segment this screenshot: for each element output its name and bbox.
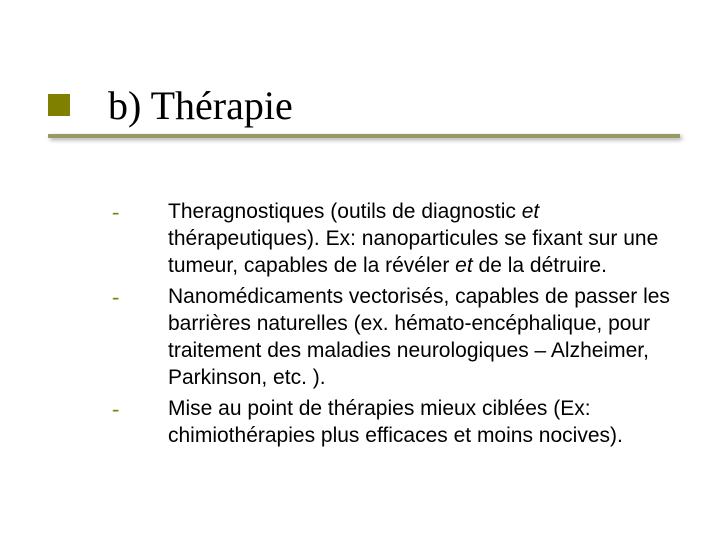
list-item: - Mise au point de thérapies mieux ciblé… (112, 395, 672, 449)
list-item: - Theragnostiques (outils de diagnostic … (112, 198, 672, 279)
slide-title: b) Thérapie (108, 82, 293, 129)
bullet-text: Nanomédicaments vectorisés, capables de … (168, 283, 672, 391)
bullet-text: Theragnostiques (outils de diagnostic et… (168, 198, 672, 279)
body-region: - Theragnostiques (outils de diagnostic … (112, 198, 672, 453)
list-item: - Nanomédicaments vectorisés, capables d… (112, 283, 672, 391)
bullet-text: Mise au point de thérapies mieux ciblées… (168, 395, 672, 449)
title-underline (48, 134, 680, 138)
bullet-dash-icon: - (112, 283, 168, 310)
accent-square-icon (48, 94, 70, 116)
bullet-dash-icon: - (112, 395, 168, 422)
bullet-dash-icon: - (112, 198, 168, 225)
title-region: b) Thérapie (48, 82, 680, 152)
